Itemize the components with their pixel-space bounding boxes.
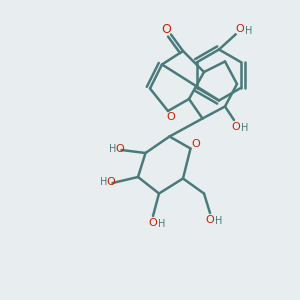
- Text: O: O: [167, 112, 176, 122]
- Text: O: O: [148, 218, 158, 228]
- Text: H: H: [110, 143, 117, 154]
- Text: O: O: [236, 24, 244, 34]
- Text: H: H: [100, 177, 108, 188]
- Text: O: O: [231, 122, 240, 132]
- Text: O: O: [162, 22, 171, 36]
- Text: O: O: [106, 177, 116, 188]
- Text: H: H: [158, 219, 165, 230]
- Text: H: H: [215, 216, 222, 226]
- Text: O: O: [191, 139, 200, 149]
- Text: O: O: [116, 143, 124, 154]
- Text: O: O: [206, 214, 214, 225]
- Text: H: H: [241, 123, 248, 134]
- Text: H: H: [245, 26, 253, 37]
